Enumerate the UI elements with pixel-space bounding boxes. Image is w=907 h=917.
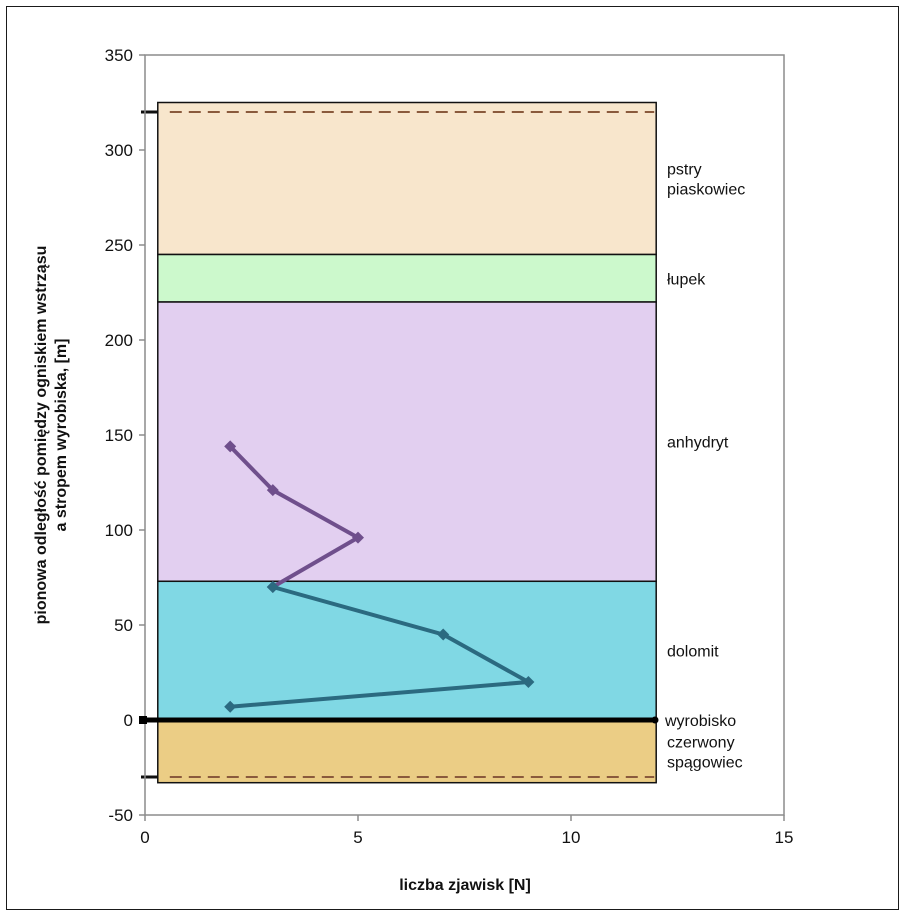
x-tick-label-1: 5 <box>353 828 362 847</box>
y-axis-title-line-1: pionowa odległość pomiędzy ogniskiem wst… <box>33 246 50 625</box>
x-tick-label-0: 0 <box>140 828 149 847</box>
y-tick-label-0: -50 <box>108 806 133 825</box>
dashed-levels <box>141 110 655 779</box>
x-tick-label-2: 10 <box>562 828 581 847</box>
series-1-point-1 <box>437 628 450 641</box>
layers <box>157 101 657 784</box>
layer-label-0-1: piaskowiec <box>667 182 745 199</box>
layer-label-4-0: czerwony <box>667 734 735 751</box>
y-tick-label-6: 250 <box>105 236 133 255</box>
series-1-point-0 <box>266 581 279 593</box>
y-tick-label-3: 100 <box>105 521 133 540</box>
y-tick-label-5: 200 <box>105 331 133 350</box>
layer-label-2-0: anhydryt <box>667 435 729 452</box>
figure-frame <box>6 6 899 910</box>
layer-labels: pstry piaskowiec łupek anhydryt dolomit czerw… <box>667 162 745 772</box>
series-0-point-1 <box>266 484 279 497</box>
y-tick-label-1: 0 <box>124 711 133 730</box>
layer-label-4-1: spągowiec <box>667 754 743 771</box>
reference-line-right-marker <box>651 716 659 724</box>
layer-4 <box>157 719 657 784</box>
reference-line-label: wyrobisko <box>664 713 736 730</box>
series-1-point-3 <box>224 700 237 713</box>
y-tick-label-8: 350 <box>105 46 133 65</box>
x-axis-title: liczba zjawisk [N] <box>399 877 531 894</box>
layer-3 <box>157 580 657 721</box>
series-1-line <box>230 585 531 709</box>
reference-line: wyrobisko <box>139 713 736 730</box>
axes: -50 0 50 100 150 200 250 300 350 0 5 10 15 <box>105 46 794 847</box>
y-tick-label-7: 300 <box>105 141 133 160</box>
layer-2 <box>157 301 657 583</box>
y-axis-title-line-2: a stropem wyrobiska, [m] <box>53 339 70 532</box>
series <box>224 440 535 713</box>
series-0-point-2 <box>352 531 364 544</box>
reference-line-left-marker <box>139 716 147 724</box>
x-tick-label-3: 15 <box>775 828 794 847</box>
layer-label-3-0: dolomit <box>667 644 719 661</box>
layer-1 <box>157 253 657 303</box>
y-tick-label-4: 150 <box>105 426 133 445</box>
layer-0 <box>157 101 657 256</box>
series-1-point-2 <box>522 676 535 688</box>
layer-label-0-0: pstry <box>667 162 702 179</box>
series-0-point-0 <box>224 440 237 453</box>
series-0-line <box>228 445 360 589</box>
layer-label-1-0: łupek <box>667 271 706 288</box>
y-tick-label-2: 50 <box>114 616 133 635</box>
